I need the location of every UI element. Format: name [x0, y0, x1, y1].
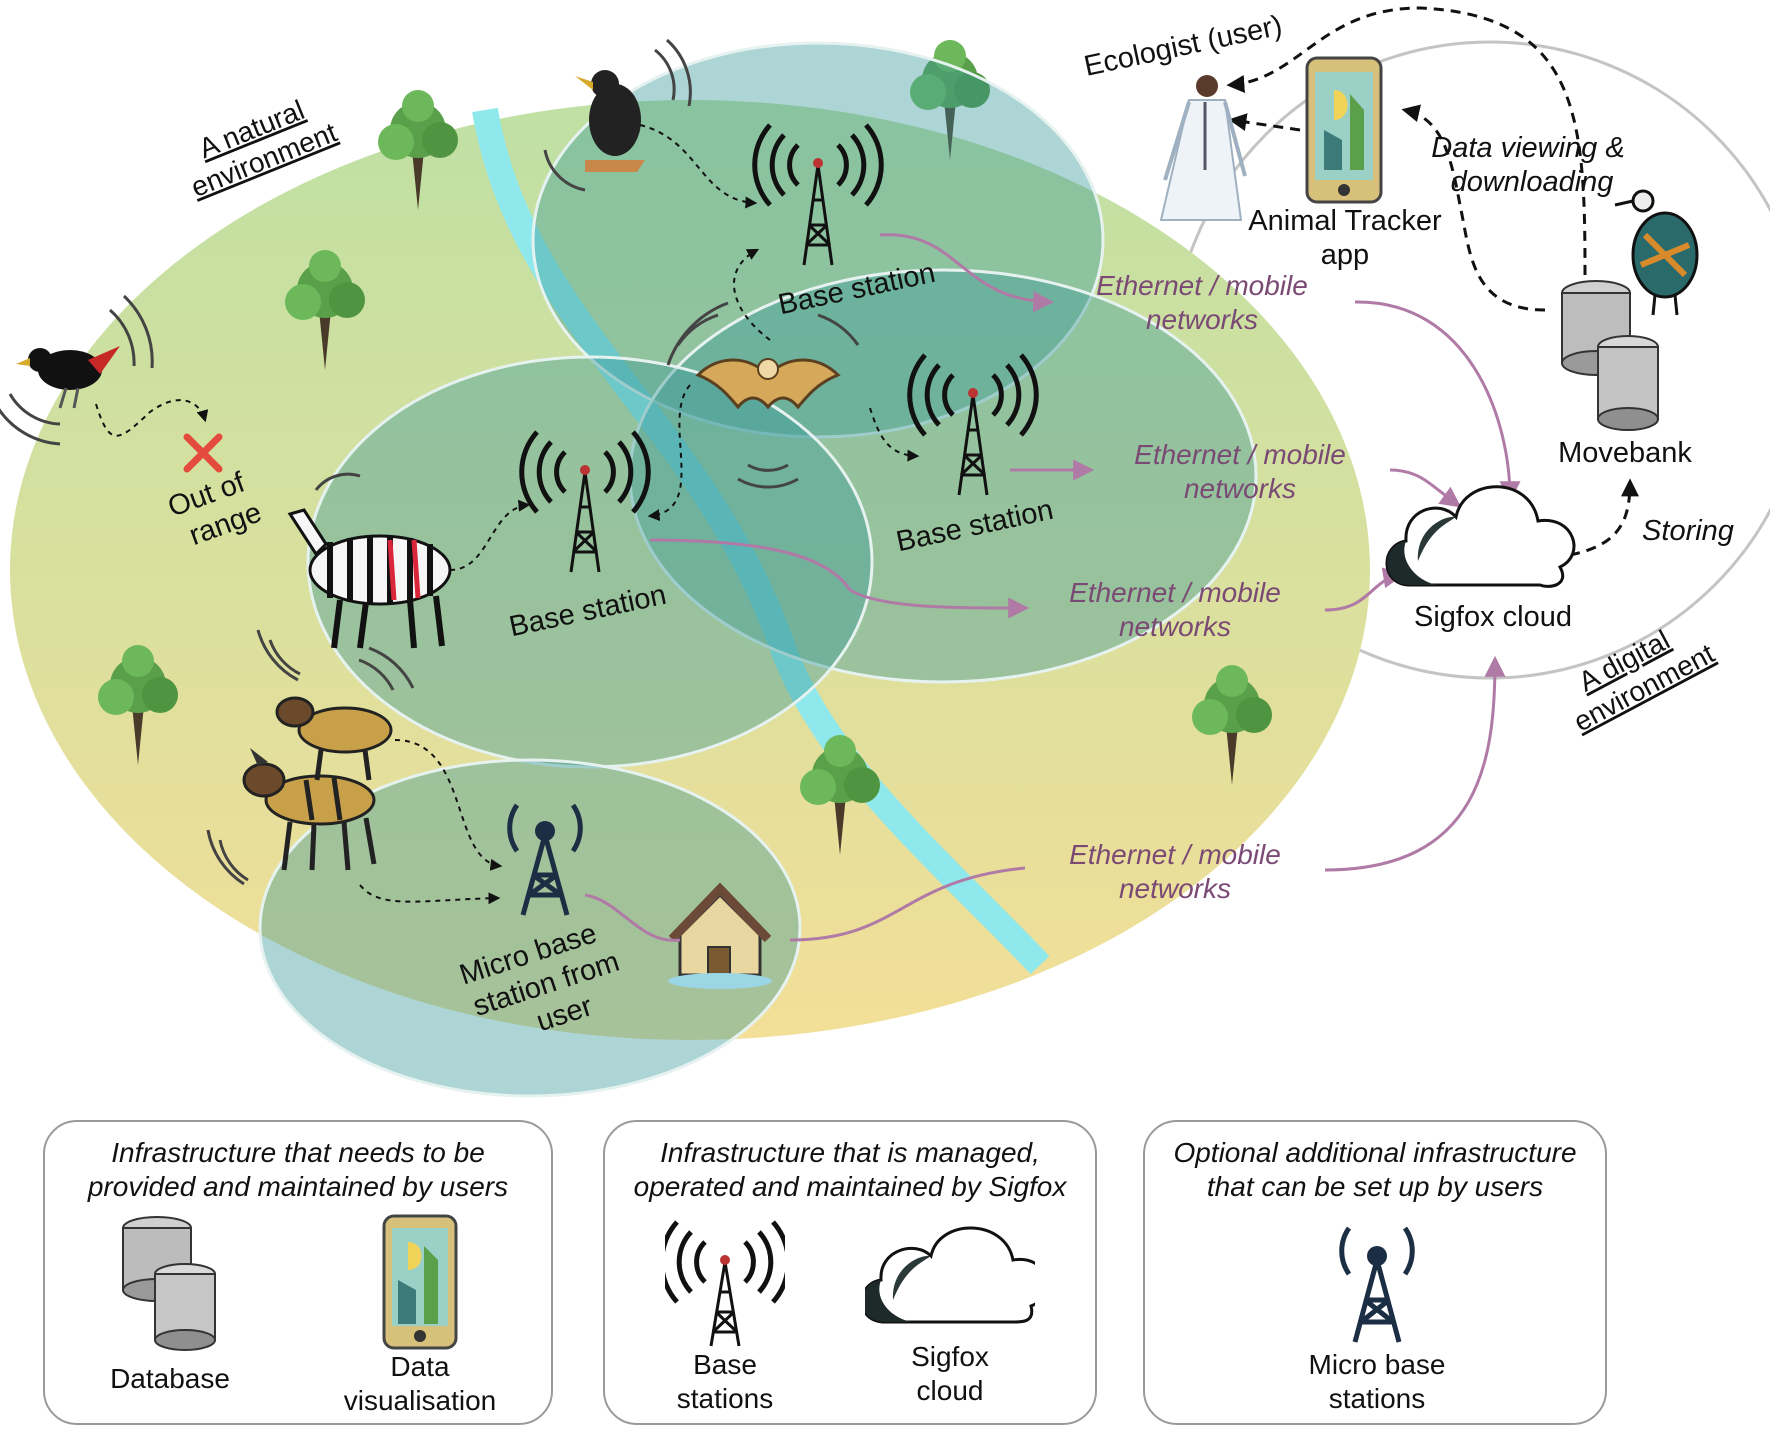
legend-item-label: Sigfox [911, 1341, 989, 1372]
legend-title-line: Infrastructure that needs to be [111, 1137, 485, 1168]
network-label-1-line-1: Ethernet / mobile [1096, 270, 1308, 301]
zebra-icon [256, 472, 452, 682]
data-viewing-label-line-2: downloading [1451, 166, 1614, 198]
data-viewing-label-line-1: Data viewing & [1431, 132, 1624, 164]
legend-title: Optional additional infrastructure that … [1145, 1136, 1605, 1204]
legend-title-line: operated and maintained by Sigfox [633, 1171, 1067, 1202]
legend-item-label: visualisation [343, 1385, 497, 1416]
network-label-1-line-2: networks [1146, 304, 1258, 335]
coverage-zone-base-station-3 [306, 355, 874, 769]
digital-environment-label: A digital environment [1569, 624, 1720, 737]
wild-dog-icon [275, 646, 415, 781]
legend-title-line: that can be set up by users [1206, 1171, 1544, 1202]
ecologist-label: Ecologist (user) [1081, 10, 1285, 83]
network-label-3-line-1: Ethernet / mobile [1069, 577, 1281, 608]
cloud-icon [1385, 485, 1576, 588]
legend-title-line: Infrastructure that is managed, [660, 1137, 1040, 1168]
network-label-2-line-1: Ethernet / mobile [1134, 439, 1346, 470]
legend-item-label: Data [390, 1351, 450, 1382]
starling-icon [543, 38, 692, 192]
antenna-tower-icon [665, 1220, 785, 1347]
phone-app-icon [1305, 56, 1383, 204]
app-label-line-1: Animal Tracker [1248, 205, 1442, 237]
network-label-4-line-2: networks [1119, 873, 1231, 904]
coverage-zone-micro-base-station [258, 758, 802, 1098]
legend-title-line: provided and maintained by users [87, 1171, 509, 1202]
ecologist-user-icon [1159, 75, 1247, 221]
legend-item-data-visualisation: Data visualisation [315, 1214, 525, 1418]
legend-item-micro-base-stations: Micro base stations [1287, 1214, 1467, 1416]
legend-item-database: Database [105, 1214, 235, 1396]
data-flow-links [1226, 6, 1639, 557]
network-label-3-line-2: networks [1119, 611, 1231, 642]
movebank-stork-logo-icon [1614, 189, 1699, 316]
house-icon [668, 882, 772, 989]
sigfox-cloud-label: Sigfox cloud [1414, 601, 1572, 633]
storing-label: Storing [1642, 515, 1734, 547]
app-label-line-2: app [1321, 239, 1369, 271]
legend-title-line: Optional additional infrastructure [1173, 1137, 1577, 1168]
animal-signal-links [95, 124, 920, 905]
micro-tower-icon [507, 803, 583, 916]
database-icon [1561, 280, 1659, 431]
legend-item-label: Micro base [1308, 1349, 1446, 1380]
legend-optional-infrastructure: Optional additional infrastructure that … [1143, 1120, 1607, 1425]
legend-item-label: stations [1328, 1383, 1426, 1414]
bird-icon [0, 294, 154, 446]
movebank-label: Movebank [1558, 437, 1692, 469]
bat-icon [666, 301, 860, 489]
network-label-4-line-1: Ethernet / mobile [1069, 839, 1281, 870]
network-label-2-line-2: networks [1184, 473, 1296, 504]
phone-app-icon [382, 1214, 458, 1350]
legend-item-label: stations [676, 1383, 774, 1414]
legend-item-label: cloud [916, 1375, 984, 1406]
legend-sigfox-infrastructure: Infrastructure that is managed, operated… [603, 1120, 1097, 1425]
coverage-zone-base-station-1 [531, 41, 1105, 439]
cloud-icon [865, 1226, 1035, 1324]
legend-item-label: Database [110, 1363, 230, 1394]
legend-title: Infrastructure that is managed, operated… [605, 1136, 1095, 1204]
legend-item-base-stations: Base stations [660, 1214, 790, 1416]
river [472, 107, 1050, 974]
legend-item-label: Base [693, 1349, 757, 1380]
legend-title: Infrastructure that needs to be provided… [45, 1136, 551, 1204]
database-icon [122, 1216, 216, 1351]
out-of-range-cross-icon [183, 433, 223, 473]
legend-item-sigfox-cloud: Sigfox cloud [860, 1214, 1040, 1408]
micro-tower-icon [1339, 1226, 1415, 1343]
legend-user-infrastructure: Infrastructure that needs to be provided… [43, 1120, 553, 1425]
wild-dog-icon [206, 748, 377, 886]
